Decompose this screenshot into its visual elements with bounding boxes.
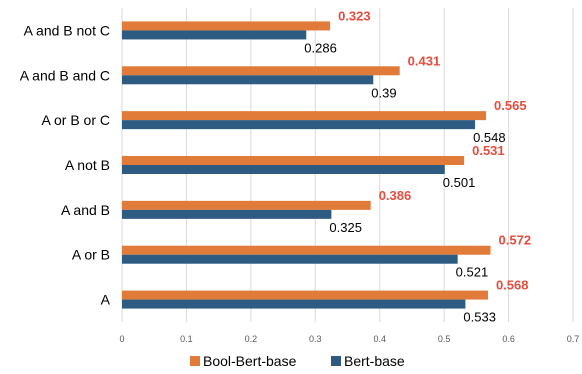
- x-tick-label: 0.2: [245, 334, 258, 344]
- category-label: A and B: [61, 202, 110, 218]
- category-label: A or B: [72, 247, 110, 263]
- bar-bert-base: [122, 30, 307, 40]
- category-label: A not B: [65, 157, 110, 173]
- bar-bool-bert-base: [122, 21, 331, 31]
- legend-label: Bool-Bert-base: [203, 353, 297, 369]
- x-tick-label: 0.3: [309, 334, 322, 344]
- data-label: 0.323: [338, 8, 371, 23]
- x-tick-label: 0.7: [567, 334, 580, 344]
- bar-bool-bert-base: [122, 290, 488, 300]
- data-label: 0.568: [496, 278, 529, 293]
- bar-bool-bert-base: [122, 245, 491, 255]
- data-labels: 0.568 0.533 0.572 0.521 0.386 0.325 0.531 0.501…: [304, 8, 531, 324]
- data-label: 0.386: [379, 188, 412, 203]
- x-tick-label: 0.6: [502, 334, 515, 344]
- data-label: 0.565: [494, 98, 527, 113]
- bar-bert-base: [122, 75, 374, 85]
- data-label: 0.501: [443, 175, 476, 190]
- data-label: 0.521: [456, 265, 489, 280]
- x-tick-label: 0: [119, 334, 124, 344]
- x-tick-label: 0.1: [180, 334, 193, 344]
- x-tick-label: 0.5: [438, 334, 451, 344]
- x-tick-label: 0.4: [373, 334, 386, 344]
- category-label: A and B not C: [24, 22, 110, 38]
- data-label: 0.431: [408, 53, 441, 68]
- data-label: 0.286: [304, 40, 337, 55]
- bar-bert-base: [122, 209, 332, 219]
- bar-bool-bert-base: [122, 156, 465, 165]
- bar-bert-base: [122, 299, 466, 309]
- legend-swatch: [331, 356, 341, 366]
- data-label: 0.325: [329, 220, 362, 235]
- category-labels: A A or B A and B A not B A or B or C A and B …: [20, 22, 111, 307]
- bar-bool-bert-base: [122, 200, 371, 210]
- category-label: A: [101, 292, 111, 308]
- bar-bool-bert-base: [122, 66, 400, 76]
- bar-bert-base: [122, 120, 476, 130]
- bar-bert-base: [122, 165, 445, 174]
- data-label: 0.39: [371, 85, 396, 100]
- legend: Bool-Bert-base Bert-base: [190, 353, 405, 369]
- legend-label: Bert-base: [344, 353, 405, 369]
- data-label: 0.531: [472, 143, 505, 158]
- data-label: 0.533: [463, 310, 496, 325]
- legend-swatch: [190, 356, 200, 366]
- x-tick-labels: 0 0.1 0.2 0.3 0.4 0.5 0.6 0.7: [119, 334, 579, 344]
- data-label: 0.548: [473, 130, 506, 145]
- category-label: A and B and C: [20, 67, 110, 83]
- data-label: 0.572: [499, 233, 532, 248]
- bar-bert-base: [122, 254, 458, 264]
- category-label: A or B or C: [42, 112, 110, 128]
- bar-bool-bert-base: [122, 111, 487, 121]
- bars: [122, 21, 491, 309]
